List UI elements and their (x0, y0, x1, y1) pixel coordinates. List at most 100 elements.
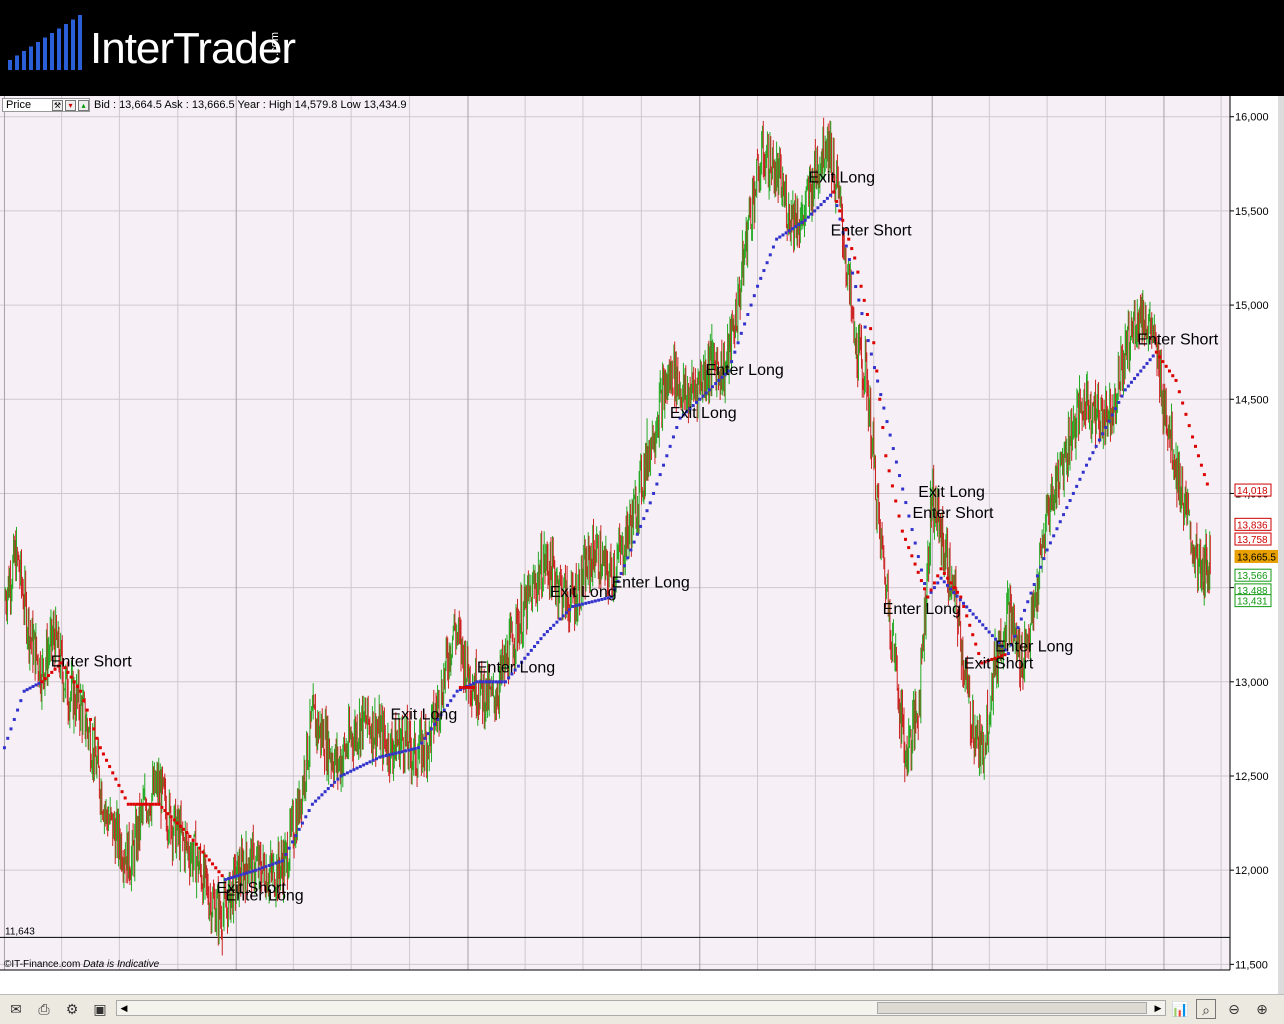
scroll-left-icon[interactable]: ◀ (120, 1003, 128, 1013)
trend-long-dot (600, 597, 604, 601)
trend-short-dot (166, 812, 170, 816)
trend-long-dot (958, 598, 962, 602)
trend-short-dot (952, 586, 956, 590)
trend-short-dot (971, 633, 975, 637)
trend-long-dot (756, 284, 760, 288)
trend-long-dot (694, 400, 698, 404)
arrow-up-icon[interactable]: ▴ (78, 99, 89, 111)
trend-long-dot (819, 203, 823, 207)
trend-short-dot (1000, 654, 1004, 658)
trend-long-dot (775, 237, 779, 241)
scroll-thumb[interactable] (877, 1002, 1147, 1014)
trend-short-dot (142, 802, 146, 806)
trend-short-dot (135, 802, 139, 806)
trend-short-dot (986, 659, 990, 663)
trend-short-dot (959, 595, 963, 599)
trend-long-dot (381, 754, 385, 758)
trend-short-dot (916, 570, 920, 574)
trend-long-dot (452, 694, 456, 698)
trend-short-dot (108, 765, 112, 769)
zoom-select-icon[interactable]: ⌕ (1196, 999, 1216, 1019)
trend-short-dot (881, 426, 885, 430)
arrow-down-icon[interactable]: ▾ (65, 99, 76, 111)
trend-long-dot (413, 747, 417, 751)
trend-short-dot (872, 341, 876, 345)
trend-long-dot (904, 501, 908, 505)
zoom-out-icon[interactable]: ⊖ (1228, 1001, 1240, 1017)
zoom-in-icon[interactable]: ⊕ (1256, 1001, 1268, 1017)
trend-long-dot (226, 877, 230, 881)
price-selector[interactable]: Price ⚒ ▾ ▴ (2, 98, 90, 112)
trend-long-dot (898, 474, 902, 478)
trend-long-dot (1075, 484, 1079, 488)
price-chart[interactable]: 11,50012,00012,50013,00013,50014,00014,5… (0, 96, 1284, 972)
settings-icon[interactable]: ⚙ (65, 1001, 79, 1017)
trend-long-dot (678, 416, 682, 420)
trend-long-dot (371, 758, 375, 762)
trend-long-dot (1000, 644, 1004, 648)
trend-long-dot (1026, 600, 1030, 604)
trend-short-dot (79, 689, 83, 693)
trend-long-dot (248, 870, 252, 874)
trend-long-dot (355, 766, 359, 770)
trend-long-dot (730, 360, 734, 364)
trend-long-dot (932, 586, 936, 590)
trend-long-dot (287, 846, 291, 850)
trend-long-dot (854, 285, 858, 289)
trend-long-dot (326, 787, 330, 791)
trend-long-dot (685, 410, 689, 414)
trend-long-dot (916, 555, 920, 559)
trend-long-dot (1029, 591, 1033, 595)
trend-long-dot (320, 793, 324, 797)
price-tag-box (1234, 517, 1272, 531)
trend-long-dot (339, 774, 343, 778)
wrench-icon[interactable]: ⚒ (52, 99, 63, 111)
trend-long-dot (342, 772, 346, 776)
trend-long-dot (784, 231, 788, 235)
trend-short-dot (844, 228, 848, 232)
signal-label: Enter Short (51, 654, 132, 671)
trend-long-dot (894, 460, 898, 464)
trend-long-dot (994, 637, 998, 641)
trend-short-dot (980, 661, 984, 665)
indicator-icon[interactable]: 📊 (1171, 1001, 1189, 1017)
trend-short-dot (82, 699, 86, 703)
y-tick-label: 12,000 (1235, 865, 1269, 877)
trend-long-dot (622, 564, 626, 568)
trend-long-dot (1097, 438, 1101, 442)
price-tag-label: 13,836 (1237, 520, 1268, 531)
trend-short-dot (217, 870, 221, 874)
trend-long-dot (516, 664, 520, 668)
trend-long-dot (257, 867, 261, 871)
trend-short-dot (1158, 355, 1162, 359)
scroll-right-icon[interactable]: ▶ (1154, 1003, 1162, 1013)
trend-long-dot (277, 860, 281, 864)
trend-long-dot (1088, 457, 1092, 461)
trend-long-dot (481, 680, 485, 684)
trend-long-dot (404, 749, 408, 753)
trend-short-dot (996, 655, 1000, 659)
trend-long-dot (891, 447, 895, 451)
trend-long-dot (665, 454, 669, 458)
trend-short-dot (919, 579, 923, 583)
trend-long-dot (1010, 643, 1014, 647)
trend-long-dot (1110, 413, 1114, 417)
trend-long-dot (384, 754, 388, 758)
trend-short-dot (1193, 444, 1197, 448)
trend-long-dot (610, 595, 614, 599)
trend-long-dot (662, 463, 666, 467)
trend-short-dot (126, 802, 130, 806)
trend-long-dot (1081, 470, 1085, 474)
print-icon[interactable]: ⎙ (38, 1001, 50, 1017)
trend-short-dot (207, 858, 211, 862)
time-scrollbar[interactable]: ◀ ▶ (116, 1000, 1166, 1016)
trend-long-dot (962, 601, 966, 605)
trend-short-dot (1177, 390, 1181, 394)
disclaimer-text: Data is Indicative (83, 959, 160, 970)
save-icon[interactable]: ▣ (93, 1001, 107, 1017)
trend-short-dot (160, 805, 164, 809)
trend-long-dot (352, 768, 356, 772)
mail-icon[interactable]: ✉ (10, 1001, 22, 1017)
trend-long-dot (349, 769, 353, 773)
trend-short-dot (835, 199, 839, 203)
